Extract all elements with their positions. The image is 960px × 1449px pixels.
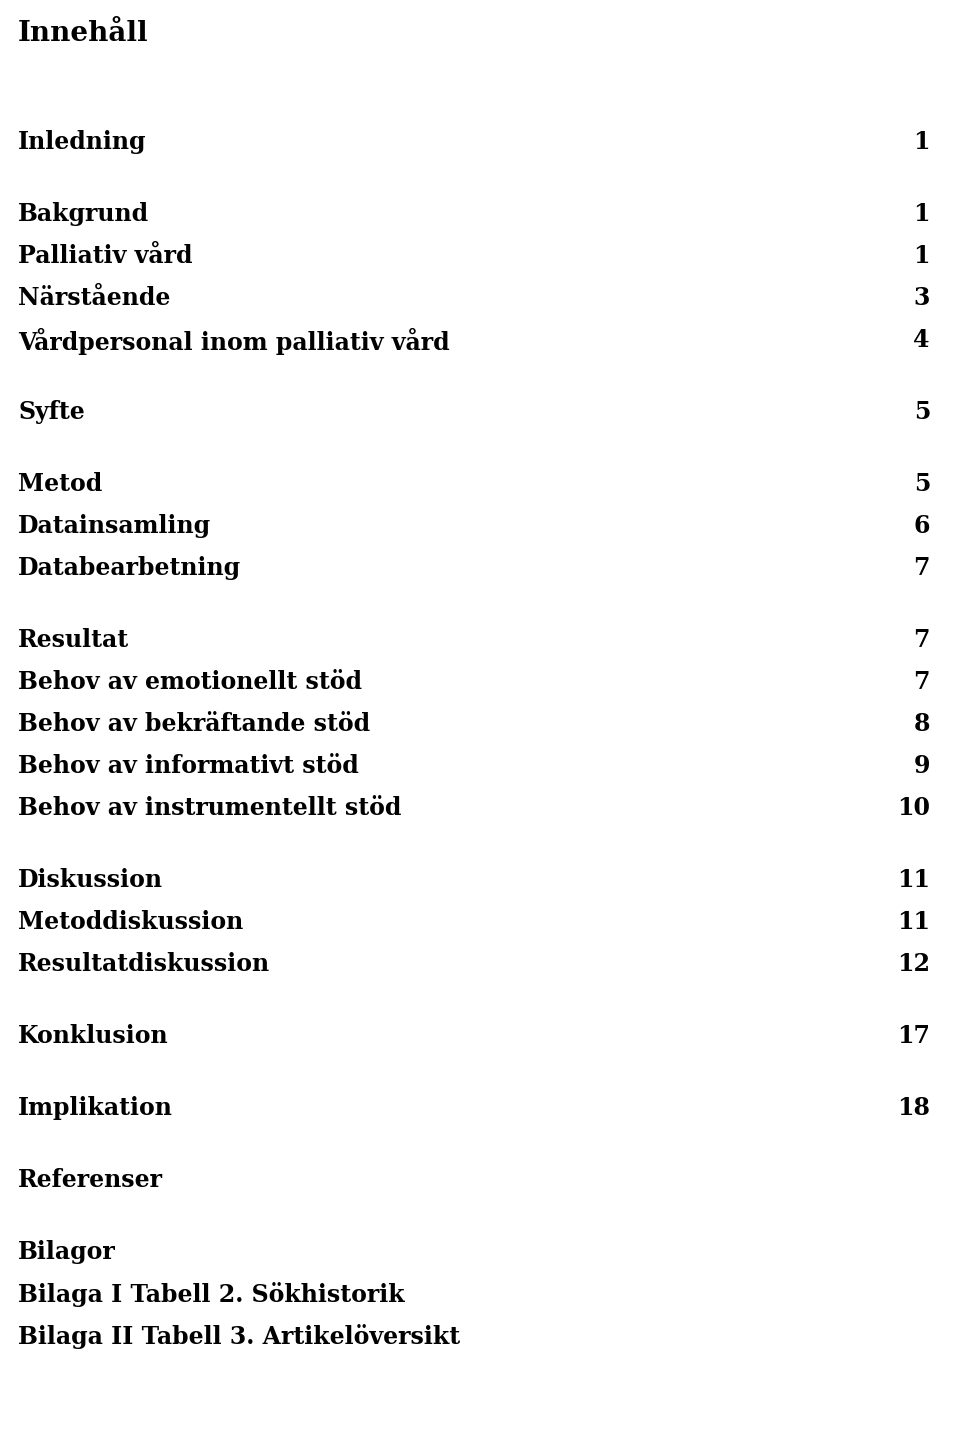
Text: Palliativ vård: Palliativ vård — [18, 243, 193, 268]
Text: 7: 7 — [914, 669, 930, 694]
Text: Behov av emotionellt stöd: Behov av emotionellt stöd — [18, 669, 362, 694]
Text: Inledning: Inledning — [18, 130, 147, 154]
Text: 6: 6 — [914, 514, 930, 538]
Text: 12: 12 — [897, 952, 930, 977]
Text: Behov av informativt stöd: Behov av informativt stöd — [18, 753, 359, 778]
Text: 5: 5 — [914, 472, 930, 496]
Text: Resultat: Resultat — [18, 627, 130, 652]
Text: Referenser: Referenser — [18, 1168, 163, 1193]
Text: Bilaga I Tabell 2. Sökhistorik: Bilaga I Tabell 2. Sökhistorik — [18, 1282, 404, 1307]
Text: 1: 1 — [914, 243, 930, 268]
Text: Implikation: Implikation — [18, 1095, 173, 1120]
Text: Innehåll: Innehåll — [18, 20, 149, 46]
Text: 18: 18 — [897, 1095, 930, 1120]
Text: 9: 9 — [914, 753, 930, 778]
Text: 1: 1 — [914, 130, 930, 154]
Text: Bilaga II Tabell 3. Artikelöversikt: Bilaga II Tabell 3. Artikelöversikt — [18, 1324, 460, 1349]
Text: 11: 11 — [897, 868, 930, 893]
Text: 1: 1 — [914, 201, 930, 226]
Text: 5: 5 — [914, 400, 930, 425]
Text: Databearbetning: Databearbetning — [18, 556, 241, 580]
Text: Vårdpersonal inom palliativ vård: Vårdpersonal inom palliativ vård — [18, 327, 449, 355]
Text: 8: 8 — [914, 711, 930, 736]
Text: Metoddiskussion: Metoddiskussion — [18, 910, 243, 935]
Text: Bilagor: Bilagor — [18, 1240, 116, 1264]
Text: Resultatdiskussion: Resultatdiskussion — [18, 952, 270, 977]
Text: Närstående: Närstående — [18, 285, 170, 310]
Text: Behov av bekräftande stöd: Behov av bekräftande stöd — [18, 711, 371, 736]
Text: Diskussion: Diskussion — [18, 868, 163, 893]
Text: 7: 7 — [914, 627, 930, 652]
Text: Behov av instrumentellt stöd: Behov av instrumentellt stöd — [18, 796, 401, 820]
Text: 11: 11 — [897, 910, 930, 935]
Text: 17: 17 — [897, 1024, 930, 1048]
Text: 4: 4 — [914, 327, 930, 352]
Text: Datainsamling: Datainsamling — [18, 514, 211, 538]
Text: 10: 10 — [897, 796, 930, 820]
Text: 3: 3 — [914, 285, 930, 310]
Text: Konklusion: Konklusion — [18, 1024, 169, 1048]
Text: Metod: Metod — [18, 472, 103, 496]
Text: Bakgrund: Bakgrund — [18, 201, 149, 226]
Text: Syfte: Syfte — [18, 400, 84, 425]
Text: 7: 7 — [914, 556, 930, 580]
